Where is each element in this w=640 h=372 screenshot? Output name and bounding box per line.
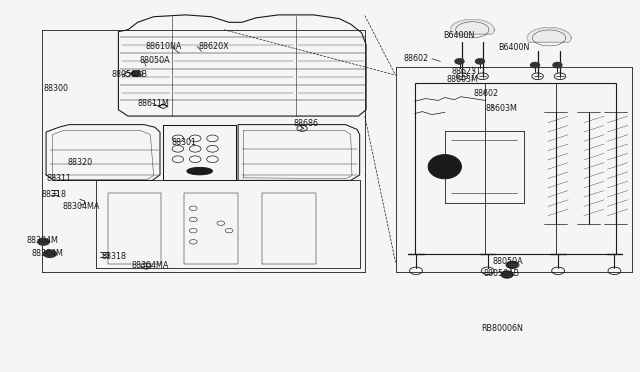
- Text: 88318: 88318: [101, 252, 126, 261]
- Text: 88050AB: 88050AB: [484, 269, 520, 278]
- Text: 88050A: 88050A: [493, 257, 524, 266]
- Text: 88304MA: 88304MA: [131, 262, 168, 270]
- Circle shape: [501, 271, 513, 278]
- Text: 88603M: 88603M: [485, 104, 517, 113]
- Text: 88050A: 88050A: [140, 56, 170, 65]
- Ellipse shape: [187, 167, 212, 175]
- Circle shape: [553, 62, 562, 68]
- Text: 88610NA: 88610NA: [146, 42, 182, 51]
- Text: 88304M: 88304M: [27, 236, 59, 245]
- Text: RB80006N: RB80006N: [481, 324, 523, 333]
- Text: 88620X: 88620X: [198, 42, 229, 51]
- Text: 88304M: 88304M: [32, 249, 64, 258]
- Text: 88304MA: 88304MA: [63, 202, 100, 211]
- Text: 88603M: 88603M: [447, 76, 479, 84]
- Text: 88686: 88686: [293, 119, 318, 128]
- Circle shape: [455, 59, 464, 64]
- Circle shape: [506, 262, 518, 268]
- Text: 88050AB: 88050AB: [112, 70, 148, 79]
- Polygon shape: [527, 28, 571, 42]
- Text: 88611M: 88611M: [138, 99, 170, 108]
- Text: 88300: 88300: [44, 84, 68, 93]
- Text: B6400N: B6400N: [444, 31, 475, 40]
- Text: 88602: 88602: [474, 89, 499, 98]
- Circle shape: [44, 250, 56, 257]
- Text: 88623T: 88623T: [452, 67, 482, 76]
- Text: 88301: 88301: [172, 138, 196, 147]
- Circle shape: [531, 62, 540, 68]
- Text: 88311: 88311: [46, 174, 71, 183]
- Polygon shape: [451, 20, 494, 34]
- Text: B6400N: B6400N: [498, 43, 529, 52]
- Ellipse shape: [432, 157, 458, 176]
- Text: 88320: 88320: [67, 158, 92, 167]
- Text: 88318: 88318: [42, 190, 67, 199]
- Text: 88602: 88602: [403, 54, 428, 63]
- Ellipse shape: [428, 154, 461, 179]
- Circle shape: [38, 238, 49, 245]
- Circle shape: [131, 71, 140, 76]
- Circle shape: [476, 59, 484, 64]
